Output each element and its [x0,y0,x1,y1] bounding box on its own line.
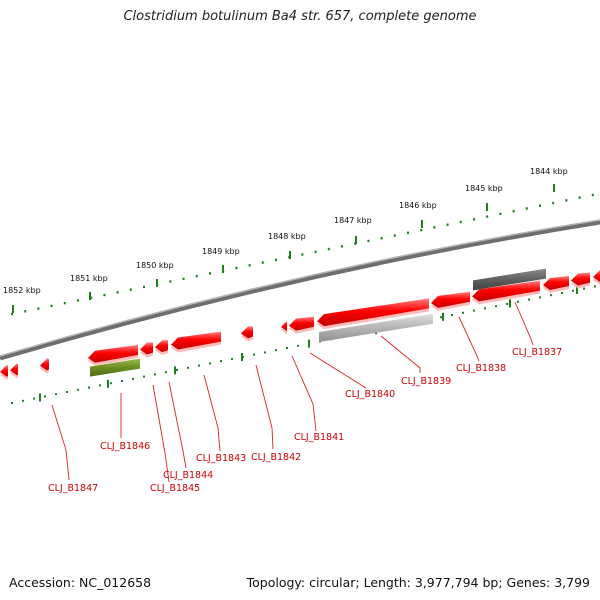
gene-label: CLJ_B1846 [100,441,150,452]
gene-arrow [40,358,49,371]
reverse-genes [90,268,546,377]
gene-label: CLJ_B1839 [401,376,451,387]
gene-label: CLJ_B1837 [512,347,562,358]
gene-label: CLJ_B1840 [345,389,395,400]
leader-line [380,335,421,373]
leader-line [51,404,70,481]
genome-summary: Topology: circular; Length: 3,977,794 bp… [246,575,590,590]
gene-label: CLJ_B1842 [251,452,301,463]
leader-line [152,384,170,483]
leader-line [458,316,480,362]
scale-label: 1851 kbp [70,274,108,283]
gene-label: CLJ_B1844 [163,470,213,481]
leader-line [514,301,534,346]
gene-arrow [317,298,429,327]
leader-line [203,374,221,452]
gene-arrow [155,340,168,353]
leader-lines [51,301,534,483]
leader-line [291,355,317,432]
gene-arrow [472,280,540,302]
gene-arrow [289,316,314,331]
gene-arrow [88,344,138,363]
gene-arrow [0,364,8,377]
leader-line [255,364,274,450]
scale-label: 1849 kbp [202,247,240,256]
gene-label: CLJ_B1845 [150,483,200,494]
pseudo-gene [319,313,433,342]
gene-arrow [593,270,600,282]
accession-text: Accession: NC_012658 [9,575,152,590]
gene-label: CLJ_B1843 [196,453,246,464]
gene-arrow [171,331,221,350]
gene-arrow [431,291,470,308]
forward-genes [0,270,600,380]
genome-backbone [0,219,600,361]
gene-label: CLJ_B1847 [48,483,98,494]
scale-label: 1845 kbp [465,184,503,193]
scale-label: 1850 kbp [136,261,174,270]
gene-arrow [543,275,569,290]
scale-label: 1844 kbp [530,167,568,176]
pseudo-gene [473,268,546,291]
gene-label: CLJ_B1838 [456,363,506,374]
inner-ticks [11,285,596,404]
rna-gene [90,358,140,377]
scale-label: 1847 kbp [334,216,372,225]
figure-title: Clostridium botulinum Ba4 str. 657, comp… [123,9,477,24]
gene-arrow [241,326,253,339]
scale-label: 1848 kbp [268,232,306,241]
gene-label: CLJ_B1841 [294,432,344,443]
gene-arrow [10,363,18,376]
gene-labels: CLJ_B1847 CLJ_B1846 CLJ_B1845 CLJ_B1844 CLJ_… [48,347,562,494]
gene-arrow [281,319,288,332]
gene-arrow [140,342,153,355]
scale-label: 1846 kbp [399,201,437,210]
leader-line [309,352,367,389]
leader-line [168,381,187,469]
gene-arrow [571,272,590,286]
scale-ticks [11,184,594,316]
scale-label: 1852 kbp [3,286,41,295]
scale-labels: 1852 kbp 1851 kbp 1850 kbp 1849 kbp 1848 kbp… [3,167,568,295]
